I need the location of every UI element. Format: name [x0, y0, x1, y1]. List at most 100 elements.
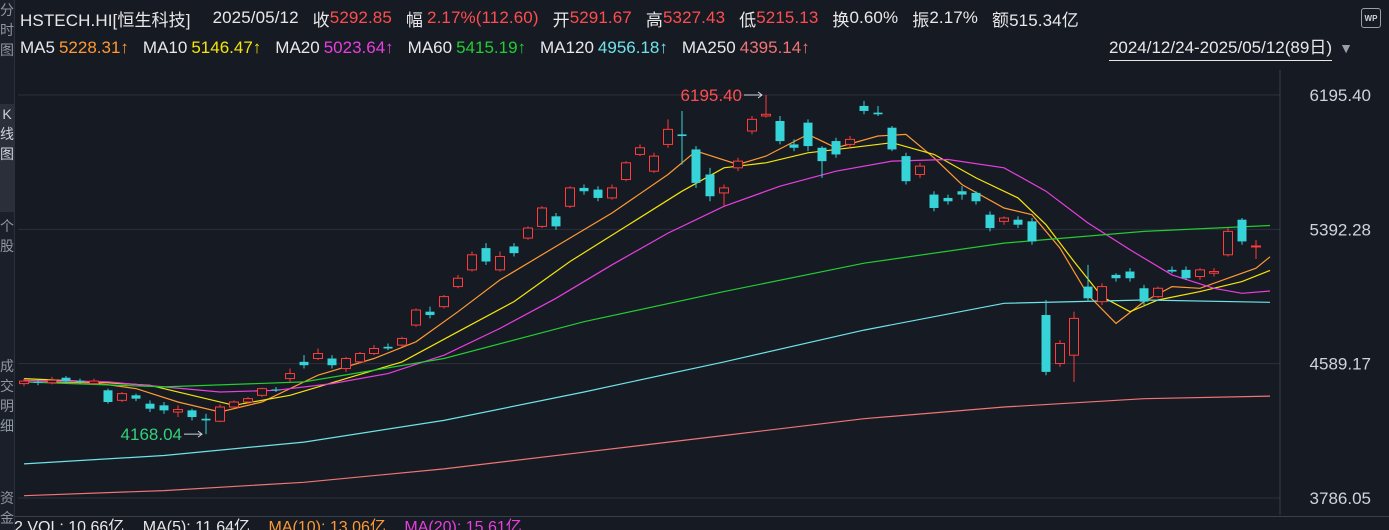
- candle-body: [649, 155, 659, 172]
- ma10-value: 5146.47↑: [191, 38, 262, 57]
- date-range-selector[interactable]: 2024/12/24-2025/05/12(89日): [1108, 36, 1332, 61]
- candle-body: [397, 337, 407, 346]
- candle-body: [999, 217, 1009, 222]
- y-tick-label: 5392.28: [1310, 220, 1371, 239]
- candle-body: [593, 189, 603, 198]
- candle-body: [845, 138, 855, 145]
- min-price-label: 4168.04: [121, 425, 182, 444]
- tab-capital-label: 资金: [0, 490, 14, 526]
- candle-body: [887, 127, 897, 150]
- ma120-value: 4956.18↑: [597, 38, 668, 57]
- high-label: 高: [645, 10, 663, 30]
- ma60-value: 5415.19↑: [456, 38, 527, 57]
- y-tick-label: 6195.40: [1310, 86, 1371, 105]
- candle-body: [173, 409, 183, 413]
- volume-ma5: MA(5): 11.64亿: [142, 519, 251, 530]
- wp-icon[interactable]: WP: [1361, 8, 1381, 28]
- candle-body: [411, 309, 421, 326]
- candle-body: [341, 358, 351, 370]
- tab-stock-label: 个股: [0, 218, 14, 254]
- candle-body: [285, 373, 295, 380]
- candle-body: [425, 311, 435, 316]
- candle-body: [355, 352, 365, 363]
- candle-body: [159, 405, 169, 411]
- candle-body: [61, 377, 71, 382]
- turnover-value: 0.60%: [849, 8, 899, 27]
- candle-body: [803, 122, 813, 147]
- left-tab-strip: 分时图 K线图 个股 成交明细 资金: [0, 0, 15, 530]
- candle-body: [453, 277, 463, 288]
- candle-body: [495, 255, 505, 271]
- candle-body: [243, 398, 253, 403]
- change-label: 幅: [405, 10, 424, 30]
- close-value: 5292.85: [329, 8, 392, 27]
- candle-body: [1069, 317, 1079, 356]
- candle-body: [103, 390, 113, 402]
- candle-body: [621, 162, 631, 181]
- candle-body: [1097, 286, 1107, 303]
- tab-intraday-label: 分时图: [0, 2, 14, 58]
- ma120-name: MA120: [540, 38, 594, 57]
- candle-body: [201, 418, 211, 421]
- close-label: 收: [312, 10, 330, 30]
- candle-body: [1167, 269, 1177, 272]
- candle-body: [607, 187, 617, 199]
- tab-stock[interactable]: 个股: [0, 216, 14, 336]
- ma250-name: MA250: [681, 38, 736, 57]
- tab-capital[interactable]: 资金: [0, 488, 14, 530]
- candle-body: [117, 393, 127, 401]
- candle-body: [677, 134, 687, 137]
- candle-body: [971, 192, 981, 202]
- ma-legend: MA5 5228.31↑ MA10 5146.47↑ MA20 5023.64↑ MA…: [20, 36, 810, 60]
- ma10-line: [23, 142, 1271, 406]
- ma5-name: MA5: [20, 38, 55, 57]
- candle-body: [19, 380, 29, 385]
- candle-body: [145, 403, 155, 409]
- candle-body: [1237, 219, 1247, 242]
- volume-value: 2 VOL: 10.66亿: [14, 519, 125, 530]
- candle-body: [215, 406, 225, 422]
- open-value: 5291.67: [569, 8, 632, 27]
- candle-body: [1041, 315, 1051, 372]
- ma20-value: 5023.64↑: [323, 38, 394, 57]
- candle-body: [383, 346, 393, 349]
- candle-body: [565, 187, 575, 207]
- candle-body: [985, 214, 995, 229]
- candle-body: [313, 352, 323, 360]
- volume-ma10: MA(10): 13.06亿: [268, 519, 386, 530]
- candle-body: [817, 147, 827, 162]
- candle-body: [705, 174, 715, 197]
- candle-body: [901, 156, 911, 182]
- candle-body: [579, 187, 589, 192]
- candle-body: [1027, 221, 1037, 242]
- candle-body: [271, 389, 281, 391]
- candle-body: [131, 395, 141, 399]
- candle-body: [257, 388, 267, 396]
- candle-body: [915, 165, 925, 176]
- candle-body: [523, 227, 533, 239]
- candle-body: [537, 207, 547, 227]
- candle-body: [1153, 287, 1163, 298]
- tab-intraday[interactable]: 分时图: [0, 0, 14, 100]
- candle-body: [789, 144, 799, 148]
- candle-body: [509, 246, 519, 254]
- candle-body: [439, 296, 449, 308]
- candle-body: [719, 187, 729, 194]
- candle-body: [831, 141, 841, 155]
- candle-body: [635, 147, 645, 155]
- max-marker-arrowhead: [757, 91, 763, 99]
- turnover-label: 换: [832, 10, 850, 30]
- candle-body: [327, 358, 337, 366]
- tab-trade-detail[interactable]: 成交明细: [0, 356, 14, 480]
- amplitude-label: 振: [912, 10, 930, 30]
- ma10-name: MA10: [142, 38, 188, 57]
- quote-header: HSTECH.HI[恒生科技] 2025/05/12 收 5292.85 幅 2.1…: [20, 6, 1079, 30]
- ma250-line: [23, 395, 1271, 497]
- chevron-down-icon[interactable]: ▼: [1339, 40, 1353, 56]
- candle-body: [957, 191, 967, 195]
- candle-body: [747, 118, 757, 132]
- y-tick-label: 3786.05: [1310, 489, 1371, 508]
- tab-kline[interactable]: K线图: [0, 104, 14, 212]
- amount-value: 515.34亿: [1009, 10, 1079, 30]
